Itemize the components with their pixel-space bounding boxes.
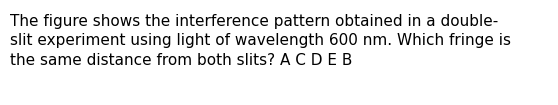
Text: The figure shows the interference pattern obtained in a double-
slit experiment : The figure shows the interference patter… bbox=[10, 14, 511, 68]
